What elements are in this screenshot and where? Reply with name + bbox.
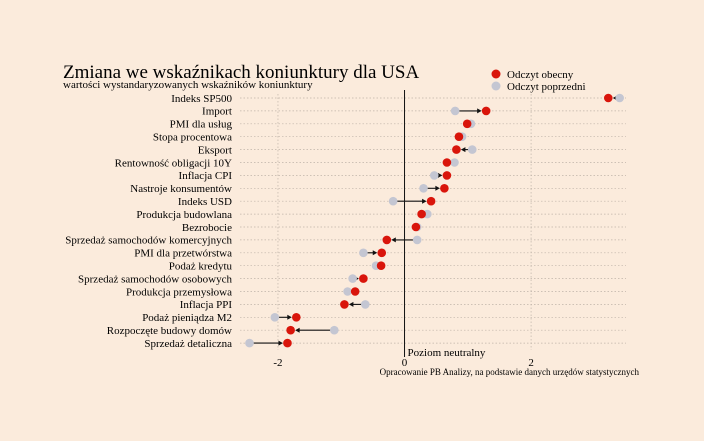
- category-label: Podaż kredytu: [169, 261, 233, 273]
- legend-label-current: Odczyt obecny: [507, 69, 574, 81]
- category-label: Rentowność obligacji 10Y: [115, 157, 232, 169]
- point-previous: [450, 158, 459, 167]
- category-label: Produkcja budowlana: [136, 209, 232, 221]
- point-current: [377, 248, 387, 258]
- point-current: [359, 274, 368, 283]
- category-label: Stopa procentowa: [153, 132, 232, 144]
- x-tick-label: 0: [402, 357, 408, 369]
- category-label: Indeks USD: [178, 196, 232, 208]
- category-label: PMI dla przetwórstwa: [134, 248, 232, 260]
- category-label: Rozpoczęte budowy domów: [107, 325, 232, 337]
- change-arrow-head: [391, 237, 396, 243]
- point-previous: [343, 287, 352, 296]
- category-label: Inflacja CPI: [179, 170, 233, 182]
- category-label: Eksport: [198, 144, 232, 156]
- change-arrow-head: [477, 108, 482, 114]
- category-label: PMI dla usług: [170, 119, 233, 131]
- change-arrow-head: [372, 250, 378, 256]
- point-current: [603, 93, 613, 103]
- point-current: [340, 300, 349, 309]
- point-current: [440, 184, 449, 193]
- point-current: [454, 132, 464, 141]
- point-current: [462, 119, 472, 129]
- category-label: Bezrobocie: [182, 222, 232, 234]
- category-label: Inflacja PPI: [180, 299, 233, 311]
- x-axis: -2 0 2: [273, 357, 533, 369]
- point-previous: [429, 171, 439, 180]
- point-current: [350, 287, 360, 296]
- change-arrow-head: [422, 198, 427, 204]
- change-arrow-head: [460, 147, 466, 153]
- data-marks: [245, 93, 624, 348]
- grid: [240, 94, 626, 350]
- change-arrow-head: [295, 327, 300, 333]
- category-label: Sprzedaż detaliczna: [144, 338, 232, 350]
- legend-marker-current: [491, 69, 501, 79]
- point-previous: [348, 274, 357, 283]
- legend: Odczyt obecny Odczyt poprzedni: [491, 69, 586, 93]
- point-previous: [412, 235, 422, 245]
- change-arrow-head: [278, 340, 283, 346]
- point-previous: [360, 300, 370, 309]
- zero-line-label: Poziom neutralny: [408, 347, 486, 359]
- point-current: [481, 106, 491, 116]
- point-previous: [615, 93, 624, 103]
- x-tick-label: -2: [273, 357, 282, 369]
- point-current: [442, 158, 452, 167]
- legend-label-previous: Odczyt poprzedni: [507, 81, 586, 93]
- category-label: Produkcja przemysłowa: [126, 286, 232, 298]
- point-previous: [388, 196, 398, 206]
- point-current: [417, 209, 426, 219]
- change-arrow-head: [435, 185, 440, 191]
- chart-subtitle: wartości wystandaryzowanych wskaźników k…: [63, 79, 313, 91]
- chart-title: Zmiana we wskaźnikach koniunktury dla US…: [63, 62, 419, 83]
- category-label: Sprzedaż samochodów komercyjnych: [65, 235, 232, 247]
- point-current: [411, 222, 421, 232]
- change-arrow-head: [437, 172, 443, 178]
- point-current: [283, 338, 292, 348]
- point-previous: [467, 145, 477, 154]
- source-note: Opracowanie PB Analizy, na podstawie dan…: [380, 367, 640, 377]
- x-tick-label: 2: [528, 357, 534, 369]
- category-label: Nastroje konsumentów: [130, 183, 232, 195]
- category-label: Indeks SP500: [171, 93, 232, 105]
- point-current: [376, 261, 386, 271]
- change-arrow-head: [287, 314, 292, 320]
- category-label: Sprzedaż samochodów osobowych: [78, 273, 232, 285]
- change-arrow-head: [348, 301, 354, 307]
- point-current: [426, 196, 436, 206]
- point-previous: [270, 313, 280, 322]
- point-current: [292, 313, 301, 322]
- point-previous: [329, 325, 339, 335]
- point-current: [286, 325, 295, 335]
- point-previous: [245, 338, 254, 348]
- category-label: Import: [202, 106, 232, 118]
- point-previous: [450, 106, 460, 116]
- point-previous: [419, 184, 428, 193]
- point-current: [452, 145, 461, 154]
- legend-marker-previous: [491, 81, 501, 91]
- point-current: [442, 171, 452, 180]
- category-label: Podaż pieniądza M2: [142, 312, 232, 324]
- point-current: [382, 235, 392, 245]
- point-previous: [359, 248, 368, 258]
